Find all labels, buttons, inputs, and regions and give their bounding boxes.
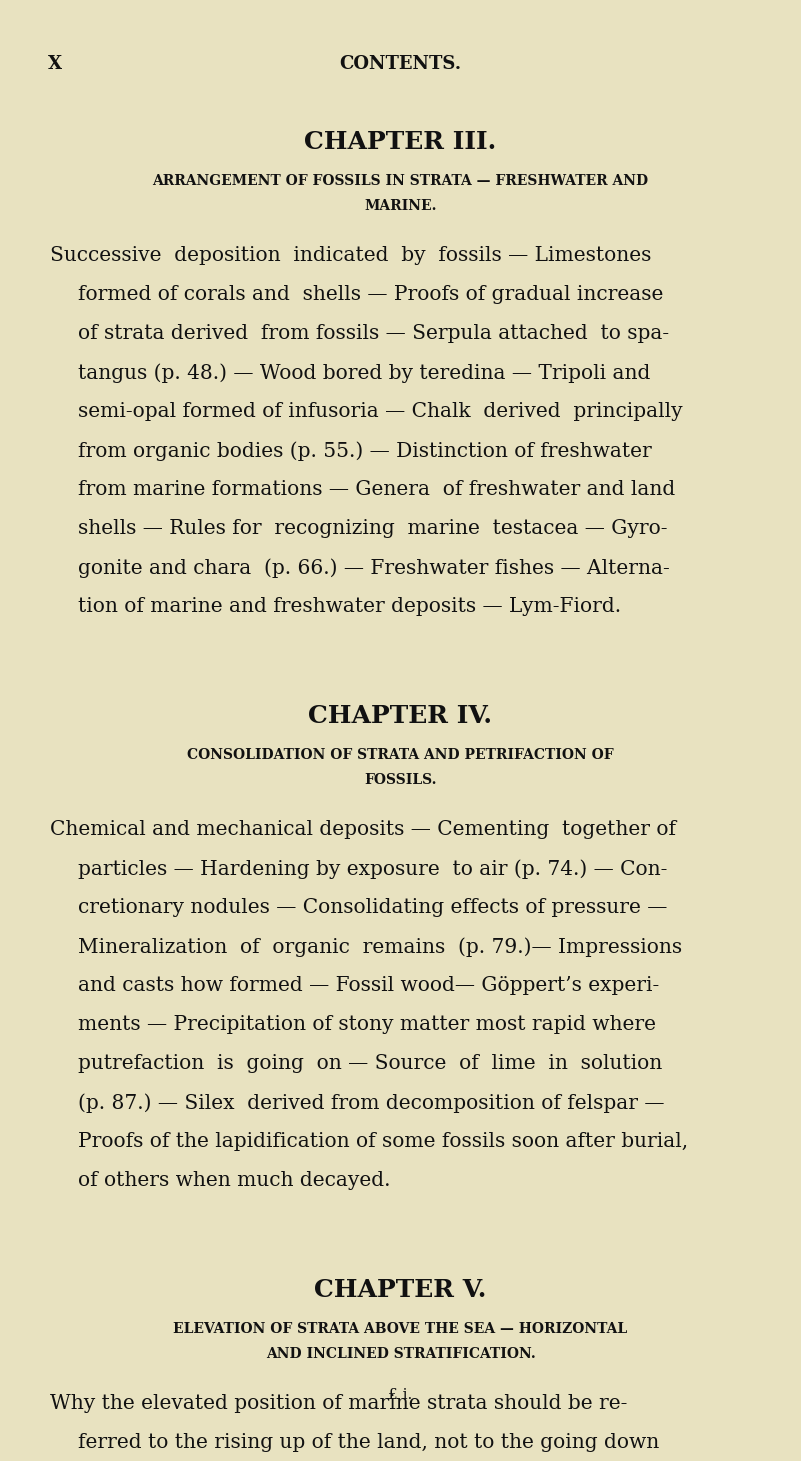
Text: gonite and chara  (p. 66.) — Freshwater fishes — Alterna-: gonite and chara (p. 66.) — Freshwater f… <box>78 558 670 577</box>
Text: of others when much decayed.: of others when much decayed. <box>78 1172 391 1191</box>
Text: shells — Rules for  recognizing  marine  testacea — Gyro-: shells — Rules for recognizing marine te… <box>78 519 667 538</box>
Text: formed of corals and  shells — Proofs of gradual increase: formed of corals and shells — Proofs of … <box>78 285 663 304</box>
Text: particles — Hardening by exposure  to air (p. 74.) — Con-: particles — Hardening by exposure to air… <box>78 859 667 878</box>
Text: ferred to the rising up of the land, not to the going down: ferred to the rising up of the land, not… <box>78 1433 659 1452</box>
Text: (p. 87.) — Silex  derived from decomposition of felspar —: (p. 87.) — Silex derived from decomposit… <box>78 1093 665 1113</box>
Text: FOSSILS.: FOSSILS. <box>364 773 437 787</box>
Text: CHAPTER V.: CHAPTER V. <box>314 1278 487 1302</box>
Text: semi-opal formed of infusoria — Chalk  derived  principally: semi-opal formed of infusoria — Chalk de… <box>78 402 682 421</box>
Text: ELEVATION OF STRATA ABOVE THE SEA — HORIZONTAL: ELEVATION OF STRATA ABOVE THE SEA — HORI… <box>174 1322 627 1335</box>
Text: of strata derived  from fossils — Serpula attached  to spa-: of strata derived from fossils — Serpula… <box>78 324 669 343</box>
Text: MARINE.: MARINE. <box>364 199 437 213</box>
Text: Why the elevated position of marine strata should be re-: Why the elevated position of marine stra… <box>50 1394 627 1413</box>
Text: Mineralization  of  organic  remains  (p. 79.)— Impressions: Mineralization of organic remains (p. 79… <box>78 937 682 957</box>
Text: £ i.: £ i. <box>388 1388 413 1403</box>
Text: Successive  deposition  indicated  by  fossils — Limestones: Successive deposition indicated by fossi… <box>50 245 651 264</box>
Text: CONSOLIDATION OF STRATA AND PETRIFACTION OF: CONSOLIDATION OF STRATA AND PETRIFACTION… <box>187 748 614 763</box>
Text: from organic bodies (p. 55.) — Distinction of freshwater: from organic bodies (p. 55.) — Distincti… <box>78 441 652 460</box>
Text: X: X <box>48 56 62 73</box>
Text: CHAPTER IV.: CHAPTER IV. <box>308 704 493 728</box>
Text: CHAPTER III.: CHAPTER III. <box>304 130 497 153</box>
Text: and casts how formed — Fossil wood— Göppert’s experi-: and casts how formed — Fossil wood— Göpp… <box>78 976 659 995</box>
Text: Proofs of the lapidification of some fossils soon after burial,: Proofs of the lapidification of some fos… <box>78 1132 688 1151</box>
Text: CONTENTS.: CONTENTS. <box>340 56 461 73</box>
Text: Chemical and mechanical deposits — Cementing  together of: Chemical and mechanical deposits — Cemen… <box>50 820 676 839</box>
Text: putrefaction  is  going  on — Source  of  lime  in  solution: putrefaction is going on — Source of lim… <box>78 1053 662 1072</box>
Text: cretionary nodules — Consolidating effects of pressure —: cretionary nodules — Consolidating effec… <box>78 899 667 918</box>
Text: ments — Precipitation of stony matter most rapid where: ments — Precipitation of stony matter mo… <box>78 1015 656 1034</box>
Text: AND INCLINED STRATIFICATION.: AND INCLINED STRATIFICATION. <box>266 1347 535 1362</box>
Text: from marine formations — Genera  of freshwater and land: from marine formations — Genera of fresh… <box>78 481 675 500</box>
Text: tangus (p. 48.) — Wood bored by teredina — Tripoli and: tangus (p. 48.) — Wood bored by teredina… <box>78 362 650 383</box>
Text: ARRANGEMENT OF FOSSILS IN STRATA — FRESHWATER AND: ARRANGEMENT OF FOSSILS IN STRATA — FRESH… <box>152 174 649 188</box>
Text: tion of marine and freshwater deposits — Lym-Fiord.: tion of marine and freshwater deposits —… <box>78 598 621 617</box>
